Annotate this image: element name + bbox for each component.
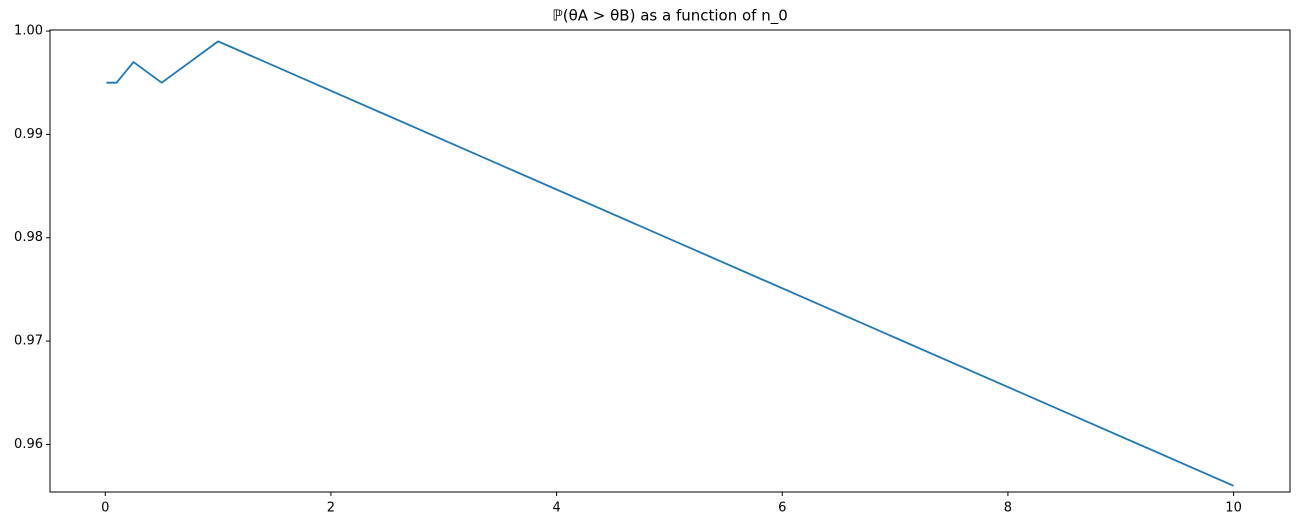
x-tick-label: 2	[327, 501, 335, 516]
y-tick-label: 0.97	[14, 334, 43, 349]
x-tick-label: 6	[778, 501, 786, 516]
data-line	[106, 40, 1234, 487]
plot-frame	[49, 29, 1291, 493]
chart-title: ℙ(θA > θB) as a function of n_0	[552, 7, 788, 26]
x-tick-label: 0	[101, 501, 109, 516]
y-tick-label: 0.98	[14, 230, 43, 245]
x-tick-label: 4	[552, 501, 560, 516]
y-tick-label: 1.00	[14, 24, 43, 39]
x-tick-label: 10	[1225, 501, 1242, 516]
y-tick-label: 0.96	[14, 437, 43, 452]
y-tick-label: 0.99	[14, 127, 43, 142]
x-tick-label: 8	[1004, 501, 1012, 516]
